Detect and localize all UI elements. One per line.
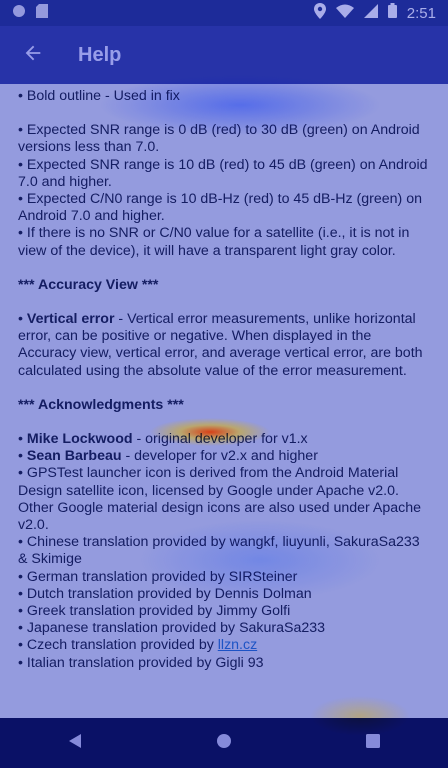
nav-back-icon [67,733,83,754]
ack-name: Sean Barbeau [26,448,122,465]
ack-text: • Czech translation provided by [18,637,218,654]
status-left-icons [12,3,48,23]
accuracy-section-title: *** Accuracy View *** [18,276,159,293]
battery-icon [387,3,397,23]
status-time: 2:51 [406,4,436,22]
app-bar: Help [0,26,448,84]
ack-name: Mike Lockwood [26,431,133,448]
help-content[interactable]: • Bold outline - Used in fix • Expected … [0,84,448,718]
nav-recents-icon [366,733,381,753]
ack-item: • GPSTest launcher icon is derived from … [18,465,422,534]
cn0-line: • Expected C/N0 range is 10 dB-Hz (red) … [18,191,422,225]
ack-text: Japanese translation provided by SakuraS… [26,620,326,637]
ack-text: German translation provided by SIRSteine… [26,568,298,585]
czech-translator-link[interactable]: llzn.cz [217,637,258,654]
ack-item: • Chinese translation provided by wangkf… [18,534,420,568]
arrow-left-icon [22,42,44,69]
acknowledgments-section-title: *** Acknowledgments *** [18,396,184,413]
signal-icon [363,3,378,23]
ack-text: - original developer for v1.x [132,431,308,448]
ack-text: GPSTest launcher icon is derived from th… [18,465,422,534]
page-title: Help [78,43,122,66]
sd-card-icon [36,3,48,23]
snr-line-1: • Expected SNR range is 0 dB (red) to 30… [18,122,420,156]
status-bar: 2:51 [0,0,448,26]
ack-text: Chinese translation provided by wangkf, … [18,534,420,568]
back-button[interactable] [18,40,48,70]
nav-home-icon [216,733,232,754]
ack-item: • Dutch translation provided by Dennis D… [18,585,312,602]
ack-item: • German translation provided by SIRStei… [18,568,298,585]
partial-top-line: • Bold outline - Used in fix [18,88,180,104]
nav-recents-button[interactable] [343,723,403,763]
location-icon [313,2,326,24]
status-right-icons: 2:51 [313,2,436,24]
ack-item: • Sean Barbeau - developer for v2.x and … [18,448,318,465]
ack-item: • Greek translation provided by Jimmy Go… [18,603,291,620]
no-value-line: • If there is no SNR or C/N0 value for a… [18,225,410,259]
ack-text: - developer for v2.x and higher [121,448,318,465]
ack-item: • Mike Lockwood - original developer for… [18,431,308,448]
vertical-error-term: Vertical error [26,311,115,328]
nav-home-button[interactable] [194,723,254,763]
ack-item-czech: • Czech translation provided by llzn.cz [18,637,430,654]
nav-back-button[interactable] [45,723,105,763]
vertical-error-paragraph: • Vertical error - Vertical error measur… [18,311,423,379]
ack-text: Dutch translation provided by Dennis Dol… [26,585,312,602]
snr-line-2: • Expected SNR range is 10 dB (red) to 4… [18,156,428,190]
ack-item: • Japanese translation provided by Sakur… [18,620,326,637]
wifi-icon [335,4,354,23]
ack-text: Greek translation provided by Jimmy Golf… [26,603,291,620]
partial-bottom-line: • Italian translation provided by Gigli … [18,654,264,671]
navigation-bar [0,718,448,768]
circle-icon [12,4,26,23]
